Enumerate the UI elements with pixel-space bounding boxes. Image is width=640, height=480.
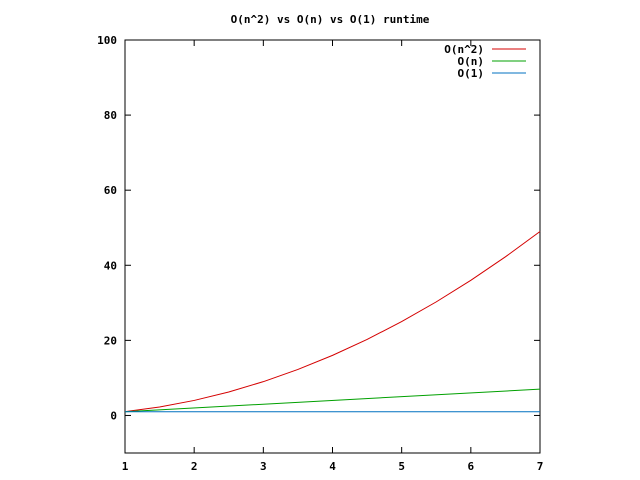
x-tick-label: 3	[260, 460, 267, 473]
y-tick-label: 80	[104, 109, 117, 122]
chart-title: O(n^2) vs O(n) vs O(1) runtime	[231, 13, 430, 26]
series-line-1	[124, 388, 541, 413]
series-lines	[124, 231, 541, 413]
legend-label: O(1)	[458, 67, 485, 80]
x-tick-label: 1	[122, 460, 129, 473]
y-tick-label: 100	[97, 34, 117, 47]
y-tick-label: 0	[110, 409, 117, 422]
legend: O(n^2)O(n)O(1)	[444, 43, 526, 80]
x-tick-label: 6	[468, 460, 475, 473]
x-tick-label: 2	[191, 460, 198, 473]
legend-label: O(n^2)	[444, 43, 484, 56]
y-tick-label: 20	[104, 334, 117, 347]
legend-label: O(n)	[458, 55, 485, 68]
plot-frame	[124, 39, 541, 454]
axis-ticks: 1 2 3 4 5 6 7 0 20 40 60 80 100	[97, 34, 543, 473]
y-tick-label: 40	[104, 259, 117, 272]
x-tick-label: 7	[537, 460, 544, 473]
y-tick-label: 60	[104, 184, 117, 197]
x-tick-label: 5	[398, 460, 405, 473]
x-tick-label: 4	[329, 460, 336, 473]
series-line-0	[124, 231, 541, 413]
